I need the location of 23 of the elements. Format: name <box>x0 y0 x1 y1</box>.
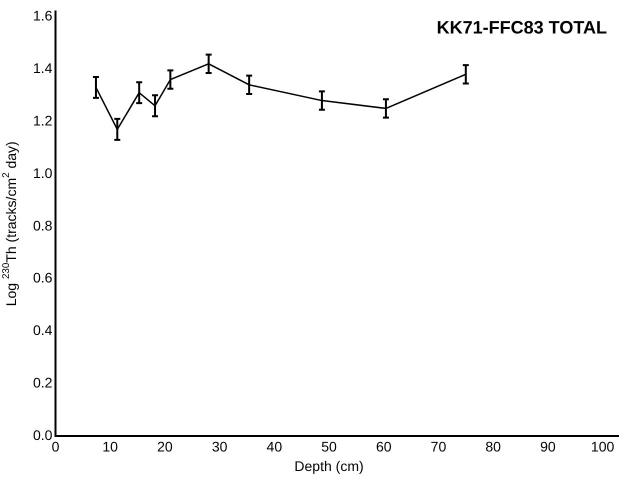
chart-title: KK71-FFC83 TOTAL <box>436 17 607 38</box>
x-tick-label: 20 <box>157 438 173 454</box>
x-tick-label: 100 <box>590 438 614 454</box>
x-axis-title: Depth (cm) <box>294 458 364 474</box>
y-tick-label: 0.0 <box>32 427 53 444</box>
y-tick-label: 0.4 <box>32 322 53 338</box>
x-tick-label: 0 <box>52 438 60 454</box>
x-tick-label: 30 <box>212 438 228 454</box>
y-tick-label: 0.6 <box>32 270 53 286</box>
y-tick-label: 0.8 <box>32 217 53 234</box>
x-tick-label: 80 <box>485 438 502 454</box>
y-tick-label: 1.0 <box>32 164 53 181</box>
x-tick-label: 40 <box>266 438 282 454</box>
y-tick-label: 0.2 <box>32 374 53 391</box>
y-tick-label: 1.6 <box>32 8 53 24</box>
x-tick-label: 10 <box>102 438 118 454</box>
x-tick-label: 90 <box>540 438 556 454</box>
x-tick-label: 50 <box>321 438 338 454</box>
y-tick-label: 1.4 <box>32 60 53 76</box>
x-tick-label: 60 <box>376 438 392 454</box>
y-tick-label: 1.2 <box>32 112 53 128</box>
y-axis-title: Log 230Th (tracks/cm2 day) <box>1 141 19 306</box>
x-tick-label: 70 <box>430 438 446 454</box>
